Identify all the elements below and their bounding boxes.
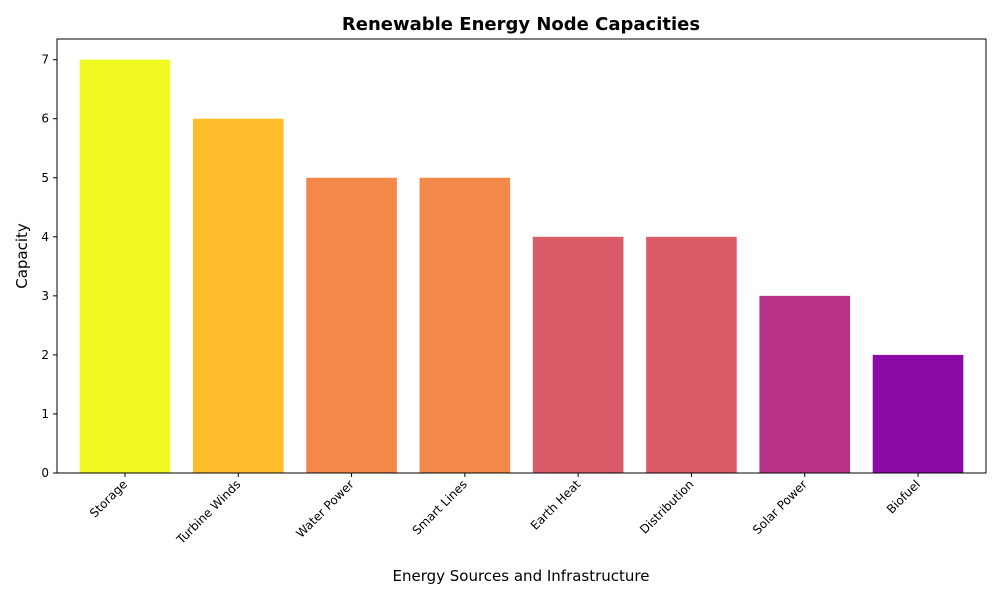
x-tick-label: Earth Heat	[528, 477, 584, 533]
x-tick-label: Water Power	[293, 477, 356, 540]
y-tick-label: 0	[41, 466, 49, 480]
bar-storage	[79, 59, 171, 474]
plot-frame	[56, 38, 987, 474]
bar-earth-heat	[532, 236, 624, 473]
y-tick-label: 2	[41, 348, 49, 362]
y-axis-label: Capacity	[13, 223, 31, 289]
bar-turbine-winds	[192, 118, 284, 474]
bar-biofuel	[872, 354, 964, 473]
x-axis-ticks: Storage Turbine Winds Water Power Smart Lin…	[87, 473, 923, 547]
y-tick-label: 1	[41, 407, 49, 421]
y-tick-label: 3	[41, 289, 49, 303]
x-tick-label: Solar Power	[750, 477, 810, 537]
x-tick-label: Distribution	[637, 477, 696, 536]
y-tick-label: 5	[41, 171, 49, 185]
x-tick-label: Storage	[87, 477, 130, 520]
y-axis-ticks: 0 1 2 3 4 5 6 7	[41, 53, 57, 480]
x-tick-label: Smart Lines	[410, 477, 470, 537]
x-tick-label: Biofuel	[884, 477, 923, 516]
bar-smart-lines	[419, 177, 511, 473]
y-tick-label: 7	[41, 53, 49, 67]
bars-group	[79, 59, 964, 474]
y-tick-label: 6	[41, 112, 49, 126]
bar-distribution	[646, 236, 737, 473]
x-tick-label: Turbine Winds	[173, 477, 243, 547]
bar-water-power	[306, 177, 397, 473]
x-axis-label: Energy Sources and Infrastructure	[392, 567, 649, 585]
y-tick-label: 4	[41, 230, 49, 244]
chart-title: Renewable Energy Node Capacities	[342, 14, 700, 35]
bar-solar-power	[759, 295, 851, 473]
